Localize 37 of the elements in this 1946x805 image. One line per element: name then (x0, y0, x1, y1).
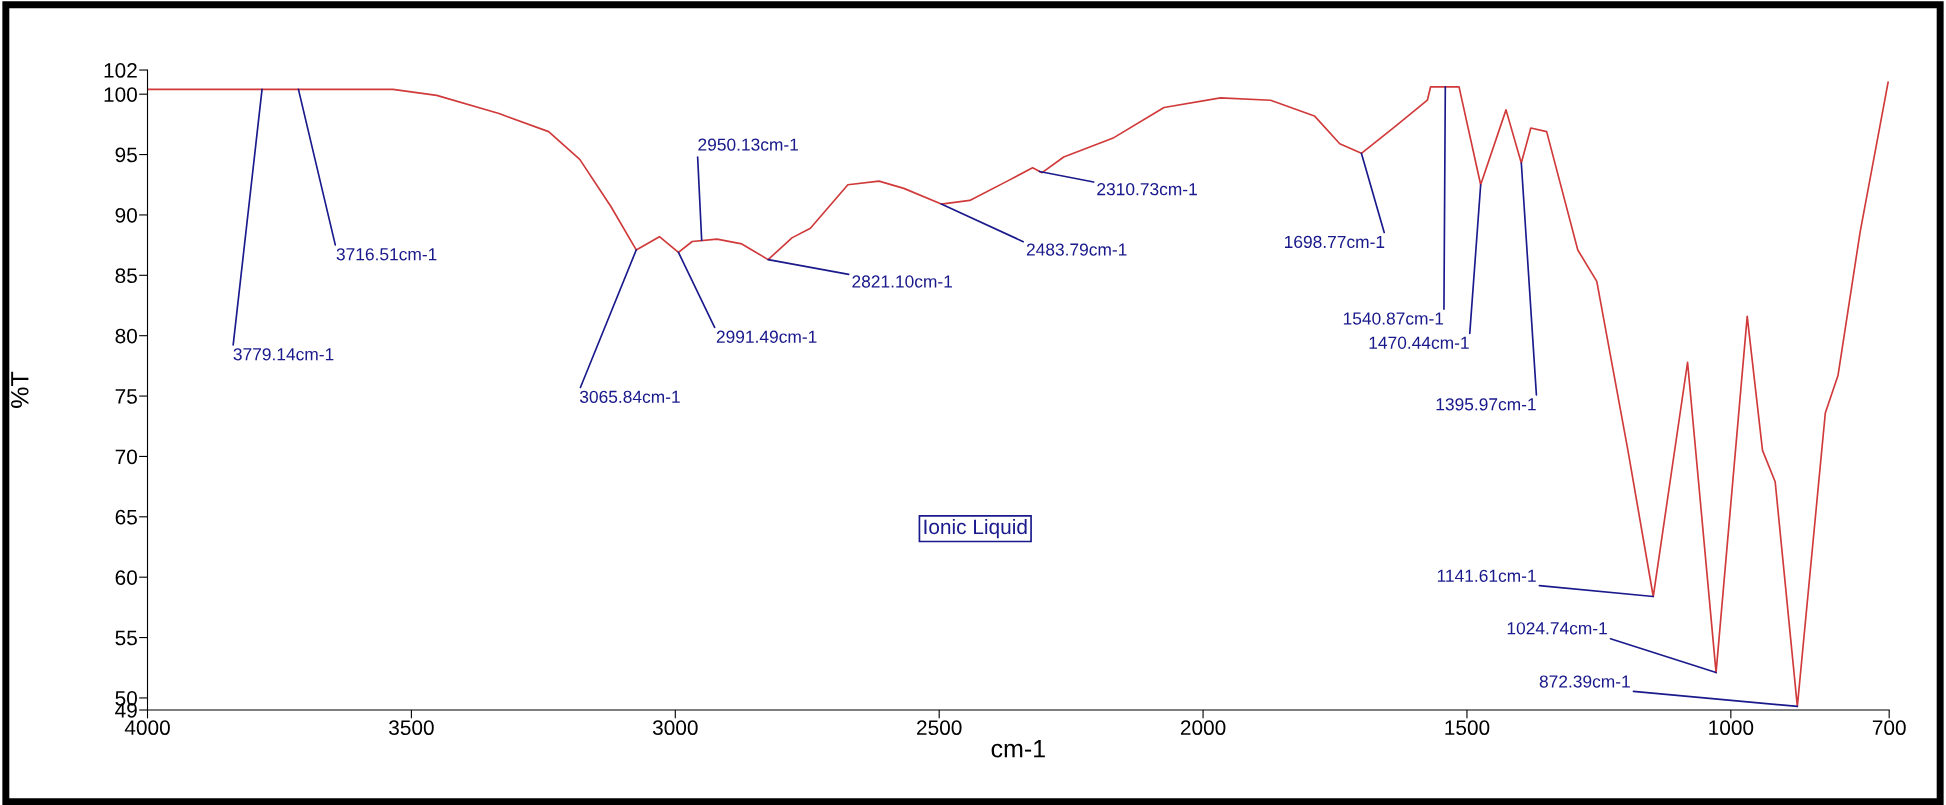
y-tick-label: 85 (115, 268, 137, 284)
x-tick-label: 2000 (1180, 720, 1226, 736)
annotation: 1141.61cm-1 (1437, 569, 1536, 582)
x-tick-label: 2500 (917, 720, 962, 736)
annotation: 2950.13cm-1 (698, 138, 798, 151)
annotation: 1540.87cm-1 (1343, 312, 1444, 325)
annotation: 3779.14cm-1 (233, 348, 334, 361)
y-tick-label: 90 (115, 207, 137, 223)
x-tick-label: 700 (1872, 720, 1906, 736)
y-tick-label: 102 (104, 63, 137, 78)
y-tick-label: 100 (104, 87, 137, 102)
annotation: 1395.97cm-1 (1436, 398, 1536, 411)
x-tick-label: 1000 (1709, 720, 1754, 736)
y-tick-label: 70 (115, 449, 137, 465)
annotation: 3065.84cm-1 (579, 390, 680, 403)
annotation: 2991.49cm-1 (716, 330, 817, 343)
x-tick-label: 1500 (1445, 720, 1490, 736)
annotation: 872.39cm-1 (1539, 675, 1630, 688)
annotation: 2821.10cm-1 (852, 275, 952, 288)
annotation: 2483.79cm-1 (1026, 243, 1127, 256)
x-axis-title: cm-1 (991, 740, 1045, 758)
x-tick-label: 3500 (389, 720, 434, 736)
y-tick-label: 65 (115, 509, 137, 525)
x-tick-label: 4000 (124, 720, 170, 736)
annotation: 1698.77cm-1 (1285, 235, 1385, 249)
y-tick-label: 55 (115, 630, 137, 646)
annotation: Ionic Liquid (924, 518, 1027, 539)
annotation: 3716.51cm-1 (336, 248, 437, 261)
annotation: 1470.44cm-1 (1369, 336, 1469, 349)
y-tick-label: 60 (115, 570, 137, 585)
annotation: 2310.73cm-1 (1097, 183, 1197, 196)
x-tick-label: 3000 (652, 720, 698, 736)
y-tick-label: 95 (115, 147, 137, 163)
y-axis-title: %T (11, 371, 29, 408)
y-tick-label: 75 (115, 389, 137, 404)
annotation: 1024.74cm-1 (1507, 622, 1607, 635)
y-tick-label: 80 (115, 328, 137, 344)
